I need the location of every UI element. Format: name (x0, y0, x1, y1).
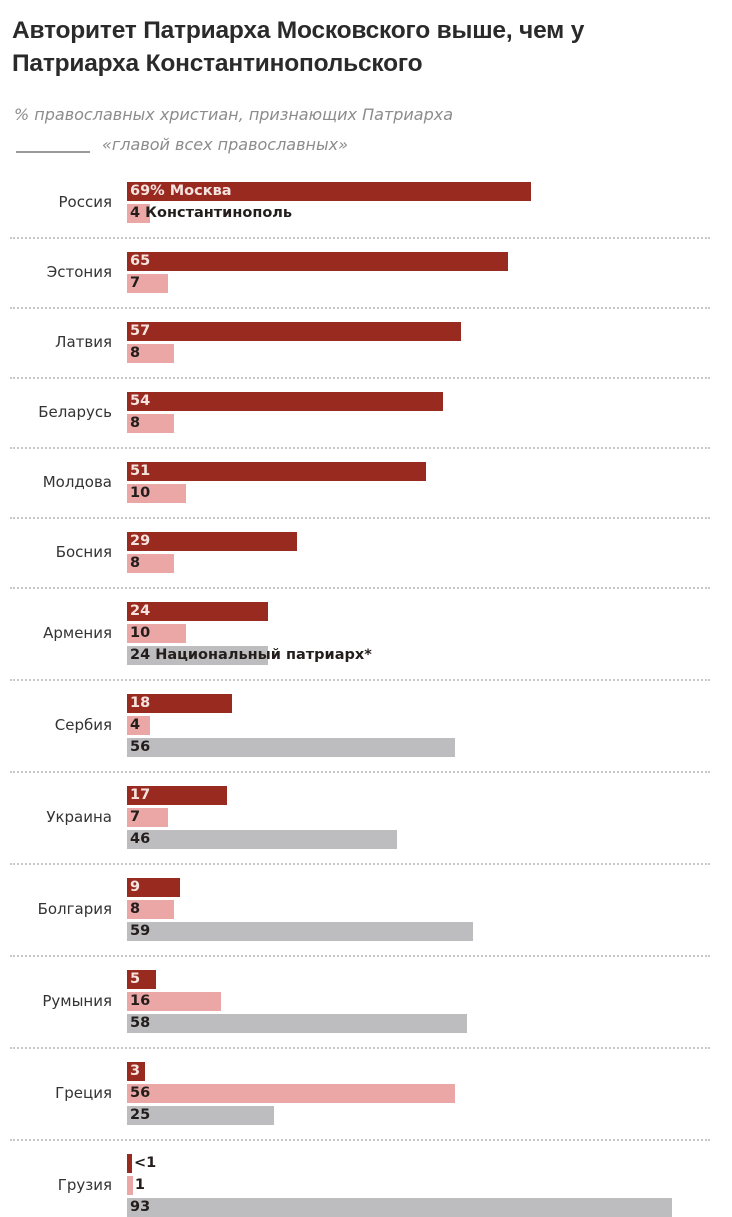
bar-const (127, 554, 174, 573)
data-label-national: 46 (130, 831, 151, 847)
data-label-const: 4 Константинополь (130, 205, 293, 221)
data-label-moscow: 9 (130, 879, 141, 895)
bar-national (127, 830, 397, 849)
bar-national (127, 1014, 467, 1033)
data-label-national: 59 (130, 923, 151, 939)
bar-moscow (127, 602, 268, 621)
data-label-const: 8 (130, 555, 141, 571)
category-label: Украина (46, 807, 112, 826)
bar-const (127, 624, 186, 643)
data-label-national: 56 (130, 739, 151, 755)
data-label-moscow: 57 (130, 323, 151, 339)
data-label-national: 58 (130, 1015, 151, 1031)
data-label-const: 8 (130, 345, 141, 361)
data-label-const: 4 (130, 717, 141, 733)
category-label: Армения (43, 623, 112, 642)
category-label: Греция (55, 1083, 112, 1102)
bar-const (127, 274, 169, 293)
data-label-const: 10 (130, 625, 151, 641)
bar-national (127, 646, 268, 665)
bar-chart: Россия 69% Москва 4 Константинополь Эстония… (10, 182, 710, 1217)
data-label-const: 8 (130, 415, 141, 431)
subtitle-rule (16, 151, 90, 153)
data-label-moscow: 18 (130, 695, 151, 711)
bar-national (127, 1106, 274, 1125)
data-label-moscow: 51 (130, 463, 151, 479)
chart-title-line-2: Патриарха Константинопольского (12, 50, 423, 77)
bar-const (127, 484, 186, 503)
data-label-national: 93 (130, 1199, 151, 1215)
category-label: Эстония (46, 262, 112, 281)
data-label-national: 25 (130, 1107, 151, 1123)
data-label-moscow: 3 (130, 1063, 141, 1079)
row-separator (10, 237, 710, 239)
bar-moscow (127, 878, 180, 897)
data-label-moscow: 17 (130, 787, 151, 803)
data-label-const: 7 (130, 275, 141, 291)
data-label-moscow: 24 (130, 603, 151, 619)
bar-const (127, 344, 174, 363)
chart-subtitle-line-2: «главой всех православных» (102, 135, 348, 154)
row-separator (10, 863, 710, 865)
bar-moscow (127, 1062, 145, 1081)
bar-national (127, 738, 456, 757)
data-label-const: 7 (130, 809, 141, 825)
bar-const (127, 808, 169, 827)
chart-subtitle: % православных христиан, признающих Патр… (14, 100, 453, 160)
category-label: Молдова (42, 472, 112, 491)
row-separator (10, 587, 710, 589)
bar-national (127, 922, 473, 941)
category-label: Россия (58, 192, 113, 211)
bar-const (127, 1084, 456, 1103)
bar-const (127, 716, 151, 735)
bar-moscow (127, 694, 233, 713)
bar-moscow (127, 322, 462, 341)
bar-national (127, 1198, 672, 1217)
data-label-const: 1 (134, 1177, 145, 1193)
row-separator (10, 377, 710, 379)
row-separator (10, 517, 710, 519)
data-label-national: 24 Национальный патриарх* (130, 647, 372, 663)
bar-const (127, 414, 174, 433)
category-label: Латвия (55, 332, 112, 351)
chart-title: Авторитет Патриарха Московского выше, че… (12, 14, 712, 80)
data-label-moscow: 54 (130, 393, 151, 409)
data-label-const: 56 (130, 1085, 151, 1101)
chart-subtitle-line-1: % православных христиан, признающих Патр… (14, 105, 454, 124)
chart-title-line-1: Авторитет Патриарха Московского выше, че… (12, 17, 585, 44)
row-separator (10, 307, 710, 309)
bar-const (127, 992, 221, 1011)
bar-const (127, 900, 174, 919)
category-label: Сербия (54, 715, 112, 734)
bar-moscow (127, 252, 508, 271)
category-label: Румыния (42, 991, 112, 1010)
row-separator (10, 771, 710, 773)
row-separator (10, 1139, 710, 1141)
bar-moscow (127, 392, 444, 411)
bar-moscow (127, 970, 157, 989)
data-label-moscow: 65 (130, 253, 151, 269)
category-label: Беларусь (38, 402, 112, 421)
bar-const (127, 204, 151, 223)
category-label: Грузия (57, 1175, 112, 1194)
bar-const (127, 1176, 133, 1195)
bar-moscow (127, 786, 227, 805)
row-separator (10, 1047, 710, 1049)
row-separator (10, 679, 710, 681)
row-separator (10, 447, 710, 449)
bar-moscow (127, 532, 297, 551)
data-label-moscow: 69% Москва (130, 183, 232, 199)
data-label-const: 8 (130, 901, 141, 917)
category-label: Болгария (37, 899, 112, 918)
data-label-moscow: 29 (130, 533, 151, 549)
data-label-const: 10 (130, 485, 151, 501)
bar-moscow (127, 462, 426, 481)
data-label-moscow: <1 (134, 1155, 157, 1171)
data-label-moscow: 5 (130, 971, 141, 987)
row-separator (10, 955, 710, 957)
category-label: Босния (55, 542, 112, 561)
data-label-const: 16 (130, 993, 151, 1009)
bar-moscow (127, 1154, 132, 1173)
bar-moscow (127, 182, 532, 201)
